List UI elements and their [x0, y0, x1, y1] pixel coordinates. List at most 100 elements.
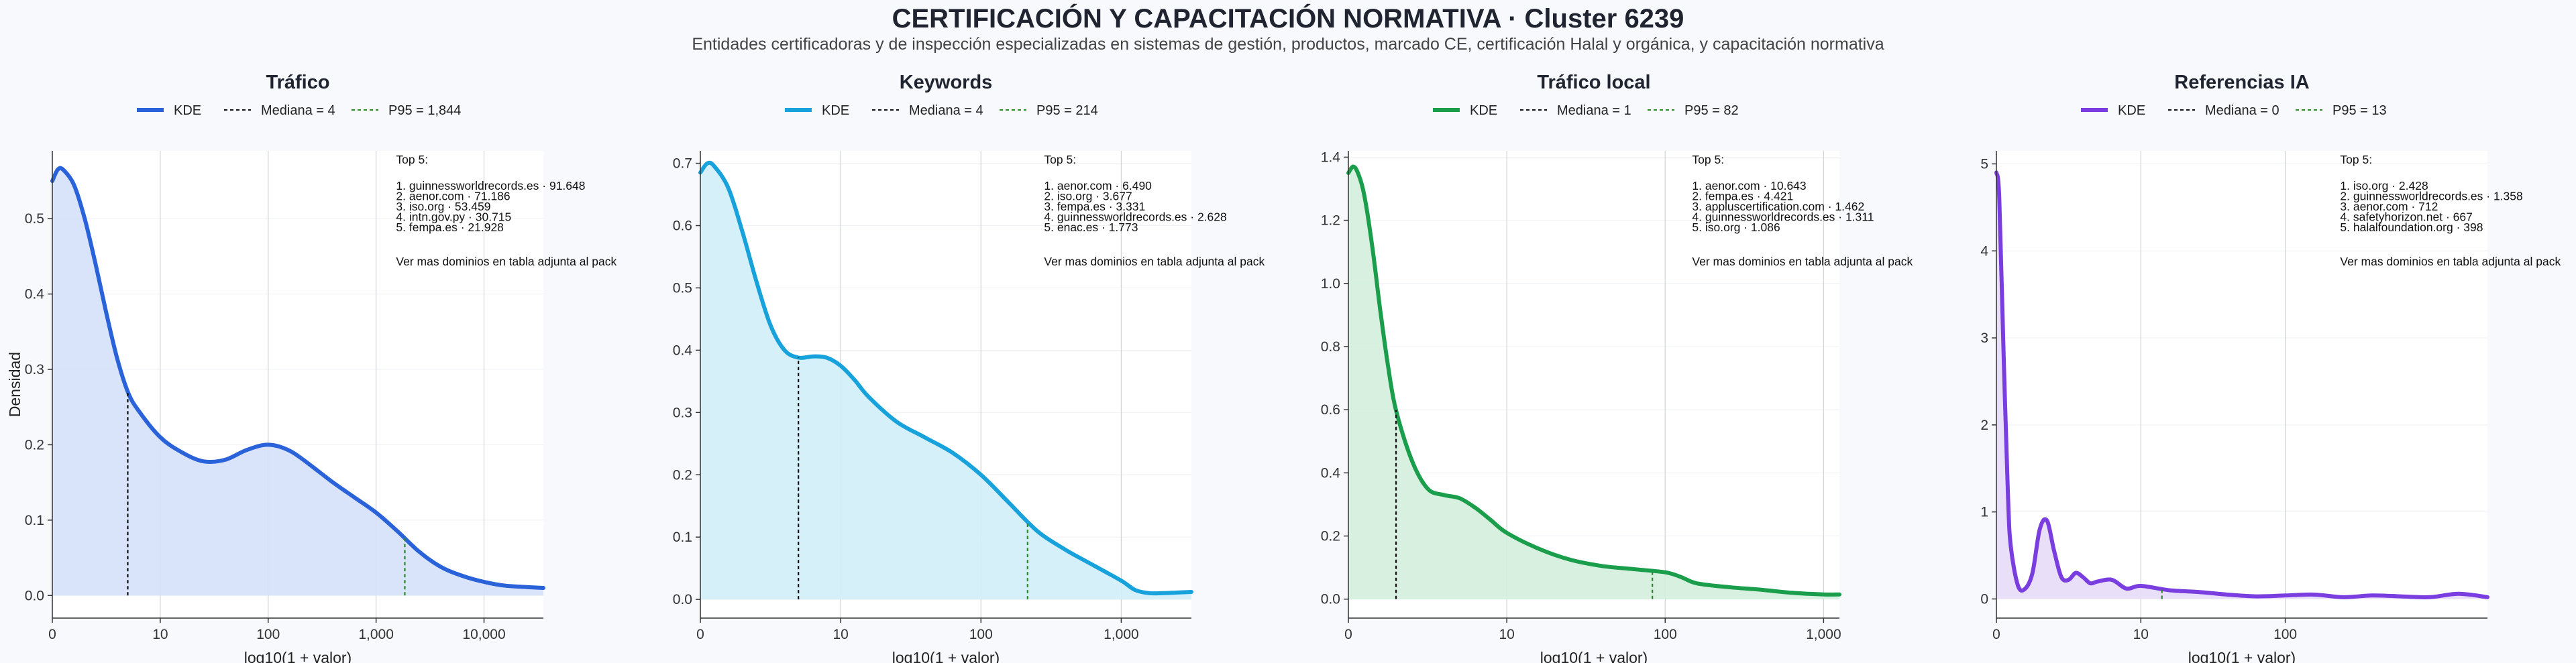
y-tick-label: 0.3 — [25, 362, 44, 377]
chart-panel-1: 0.0 0.1 0.2 0.3 0.4 0.5 0 10 100 1,000 10,000 log10… — [6, 72, 616, 663]
legend-median-label: Mediana = 4 — [909, 103, 983, 118]
legend-p95-label: P95 = 13 — [2332, 103, 2387, 118]
chart-panel-3: 0.0 0.2 0.4 0.6 0.8 1.0 1.2 1.4 0 10 100 1,000 log10… — [1321, 72, 1913, 663]
x-tick-label: 100 — [1654, 627, 1677, 642]
top5-annotation: Top 5: 1. guinnessworldrecords.es · 91.64… — [396, 153, 616, 268]
x-tick-label: 10 — [152, 627, 168, 642]
legend-median-label: Mediana = 0 — [2205, 103, 2279, 118]
panel-title: Tráfico local — [1537, 72, 1650, 93]
annotation-heading: Top 5: — [396, 153, 428, 166]
legend-p95-label: P95 = 214 — [1036, 103, 1098, 118]
y-tick-label: 0.7 — [673, 156, 692, 172]
y-tick-label: 0.4 — [25, 287, 45, 302]
y-tick-label: 1 — [1980, 505, 1988, 520]
x-tick-label: 10 — [2133, 627, 2149, 642]
x-tick-label: 1,000 — [1104, 627, 1139, 642]
annotation-footer: Ver mas dominios en tabla adjunta al pac… — [396, 255, 616, 268]
chart-panel-2: 0.0 0.1 0.2 0.3 0.4 0.5 0.6 0.7 0 10 100 1,000 log10… — [673, 72, 1265, 663]
x-tick-label: 10 — [833, 627, 848, 642]
y-tick-label: 0.1 — [25, 513, 44, 528]
y-axis-label: Densidad — [6, 352, 23, 417]
chart-panel-4: 0 1 2 3 4 5 0 10 100 log10(1 + valor) Referencias … — [1980, 72, 2561, 663]
legend: KDE Mediana = 4 P95 = 214 — [785, 103, 1098, 118]
annotation-item: 2. aenor.com · 71.186 — [396, 190, 510, 203]
annotation-item: 1. iso.org · 2.428 — [2340, 179, 2428, 192]
kde-area — [1348, 166, 1839, 599]
y-tick-label: 0.2 — [1321, 529, 1340, 544]
kde-area — [700, 162, 1191, 600]
y-tick-label: 1.0 — [1321, 276, 1340, 292]
annotation-item: 5. halalfoundation.org · 398 — [2340, 221, 2483, 234]
y-tick-label: 0.1 — [673, 530, 692, 545]
kde-line — [1346, 164, 1841, 597]
legend-median-label: Mediana = 4 — [261, 103, 335, 118]
panel-title: Referencias IA — [2174, 72, 2310, 93]
legend: KDE Mediana = 1 P95 = 82 — [1433, 103, 1739, 118]
annotation-item: 4. safetyhorizon.net · 667 — [2340, 210, 2472, 224]
x-tick-label: 1,000 — [1806, 627, 1841, 642]
y-tick-label: 4 — [1980, 243, 1988, 259]
annotation-item: 2. guinnessworldrecords.es · 1.358 — [2340, 190, 2522, 203]
x-tick-label: 10,000 — [462, 627, 505, 642]
annotation-item: 3. fempa.es · 3.331 — [1044, 200, 1145, 213]
kde-line — [1994, 170, 2489, 599]
y-tick-label: 0.5 — [25, 211, 44, 227]
annotation-item: 3. appluscertification.com · 1.462 — [1692, 200, 1864, 213]
y-tick-label: 3 — [1980, 330, 1988, 346]
annotation-heading: Top 5: — [1692, 153, 1724, 166]
y-tick-label: 0.6 — [1321, 402, 1340, 418]
x-tick-label: 100 — [2273, 627, 2297, 642]
x-tick-label: 100 — [969, 627, 993, 642]
legend-kde-label: KDE — [822, 103, 849, 118]
x-tick-label: 0 — [1344, 627, 1352, 642]
y-tick-label: 0.0 — [25, 588, 44, 603]
legend-kde-label: KDE — [174, 103, 201, 118]
annotation-item: 5. fempa.es · 21.928 — [396, 221, 504, 234]
x-tick-label: 0 — [48, 627, 56, 642]
annotation-item: 1. aenor.com · 10.643 — [1692, 179, 1806, 192]
y-tick-label: 1.2 — [1321, 213, 1340, 229]
kde-line — [698, 160, 1193, 596]
x-axis-label: log10(1 + valor) — [1540, 649, 1648, 663]
legend-p95-label: P95 = 82 — [1684, 103, 1739, 118]
annotation-item: 5. enac.es · 1.773 — [1044, 221, 1138, 234]
y-tick-label: 0.0 — [1321, 592, 1340, 607]
legend-p95-label: P95 = 1,844 — [388, 103, 461, 118]
x-tick-label: 0 — [696, 627, 704, 642]
legend-median-label: Mediana = 1 — [1557, 103, 1631, 118]
annotation-footer: Ver mas dominios en tabla adjunta al pac… — [2340, 255, 2561, 268]
annotation-heading: Top 5: — [2340, 153, 2372, 166]
annotation-item: 4. guinnessworldrecords.es · 2.628 — [1044, 210, 1226, 224]
annotation-heading: Top 5: — [1044, 153, 1076, 166]
page-title: CERTIFICACIÓN Y CAPACITACIÓN NORMATIVA ·… — [892, 4, 1684, 34]
y-tick-label: 0 — [1980, 591, 1988, 607]
y-tick-label: 0.4 — [1321, 465, 1341, 481]
annotation-item: 3. iso.org · 53.459 — [396, 200, 490, 213]
legend: KDE Mediana = 4 P95 = 1,844 — [137, 103, 461, 118]
x-axis-label: log10(1 + valor) — [2188, 649, 2296, 663]
x-axis-label: log10(1 + valor) — [244, 649, 352, 663]
y-tick-label: 0.6 — [673, 219, 692, 234]
kde-area — [52, 168, 543, 596]
y-tick-label: 0.3 — [673, 405, 692, 420]
page-subtitle: Entidades certificadoras y de inspección… — [692, 35, 1884, 54]
y-tick-label: 0.8 — [1321, 339, 1340, 355]
x-tick-label: 100 — [256, 627, 280, 642]
y-tick-label: 0.5 — [673, 280, 692, 296]
x-tick-label: 0 — [1992, 627, 2000, 642]
annotation-item: 3. aenor.com · 712 — [2340, 200, 2438, 213]
kde-area — [1996, 172, 2487, 599]
annotation-item: 4. intn.gov.py · 30.715 — [396, 210, 511, 224]
annotation-item: 2. iso.org · 3.677 — [1044, 190, 1132, 203]
y-tick-label: 2 — [1980, 418, 1988, 433]
y-tick-label: 5 — [1980, 156, 1988, 172]
y-tick-label: 0.4 — [673, 343, 693, 358]
annotation-footer: Ver mas dominios en tabla adjunta al pac… — [1044, 255, 1265, 268]
annotation-item: 1. aenor.com · 6.490 — [1044, 179, 1152, 192]
y-tick-label: 0.2 — [673, 467, 692, 483]
panel-title: Tráfico — [266, 72, 329, 93]
annotation-item: 5. iso.org · 1.086 — [1692, 221, 1780, 234]
